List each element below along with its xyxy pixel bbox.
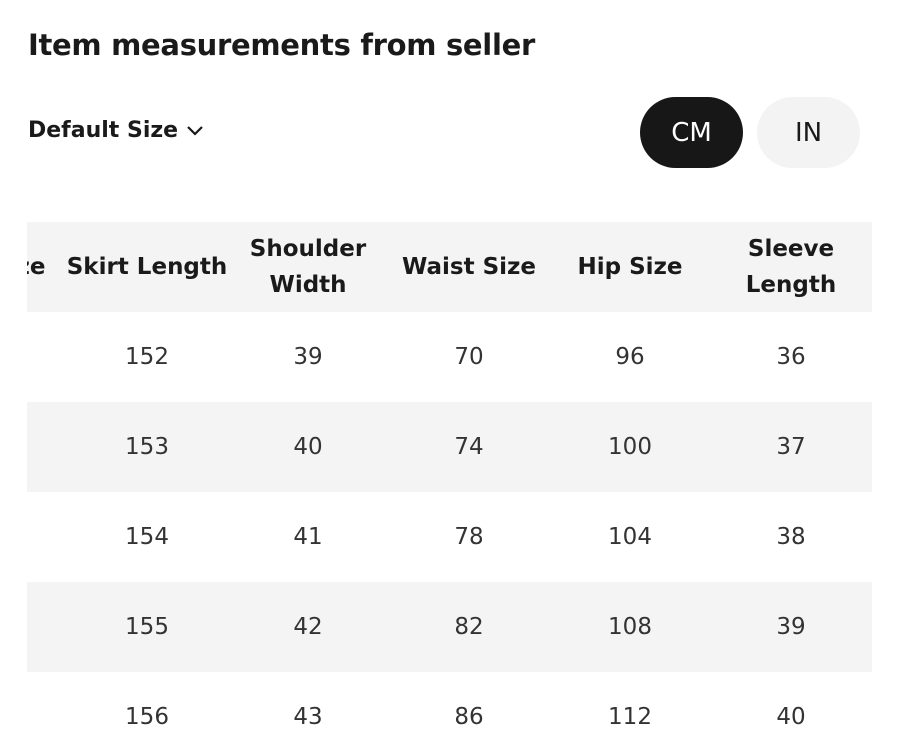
- column-header: Hip Size: [549, 222, 711, 312]
- column-header: Waist Size: [388, 222, 550, 312]
- table-cell: 78: [454, 524, 484, 550]
- unit-button[interactable]: IN: [757, 97, 860, 168]
- table-cell-clipped: [27, 402, 67, 492]
- table-row: 154 41 78 104 38: [27, 492, 872, 582]
- table-cell-clipped: [27, 492, 67, 582]
- table-cell: 86: [454, 704, 484, 730]
- table-cell: 100: [549, 402, 711, 492]
- table-cell: 112: [608, 704, 652, 730]
- column-header: Shoulder Width: [227, 222, 389, 312]
- table-cell-clipped: [27, 312, 67, 402]
- table-cell: 42: [227, 582, 389, 672]
- table-cell: 96: [615, 344, 645, 370]
- table-cell: 104: [608, 524, 652, 550]
- table-cell: 39: [293, 344, 323, 370]
- table-cell: 43: [293, 704, 323, 730]
- table-row: 152 39 70 96 36: [27, 312, 872, 402]
- table-cell-clipped: [27, 672, 67, 751]
- chevron-icon: [187, 125, 203, 136]
- column-header: ze: [27, 222, 67, 312]
- table-cell: 40: [776, 704, 806, 730]
- table-cell: 152: [125, 344, 169, 370]
- table-body: 152 39 70 96 36 153 40 74 100 37 154 41 78 104 38 155 42…: [27, 312, 872, 751]
- size-selector[interactable]: Default Size: [28, 118, 204, 143]
- column-header: Sleeve Length: [710, 222, 872, 312]
- table-cell: 38: [776, 524, 806, 550]
- table-row: 153 40 74 100 37: [27, 402, 872, 492]
- table-row: 156 43 86 112 40: [27, 672, 872, 751]
- table-cell: 36: [776, 344, 806, 370]
- table-cell: 108: [549, 582, 711, 672]
- table-row: 155 42 82 108 39: [27, 582, 872, 672]
- table-cell: 39: [710, 582, 872, 672]
- table-cell-clipped: [27, 582, 67, 672]
- title: Item measurements from seller: [28, 28, 535, 62]
- table-cell: 74: [388, 402, 550, 492]
- table-cell: 82: [388, 582, 550, 672]
- table-cell: 70: [454, 344, 484, 370]
- table-cell: 155: [66, 582, 228, 672]
- table-cell: 156: [125, 704, 169, 730]
- table-cell: 154: [125, 524, 169, 550]
- table-cell: 41: [293, 524, 323, 550]
- table-cell: 153: [66, 402, 228, 492]
- unit-button[interactable]: CM: [640, 97, 743, 168]
- table-cell: 40: [227, 402, 389, 492]
- size-selector-label: Default Size: [28, 118, 179, 143]
- table-cell: 37: [710, 402, 872, 492]
- column-header: Skirt Length: [66, 222, 228, 312]
